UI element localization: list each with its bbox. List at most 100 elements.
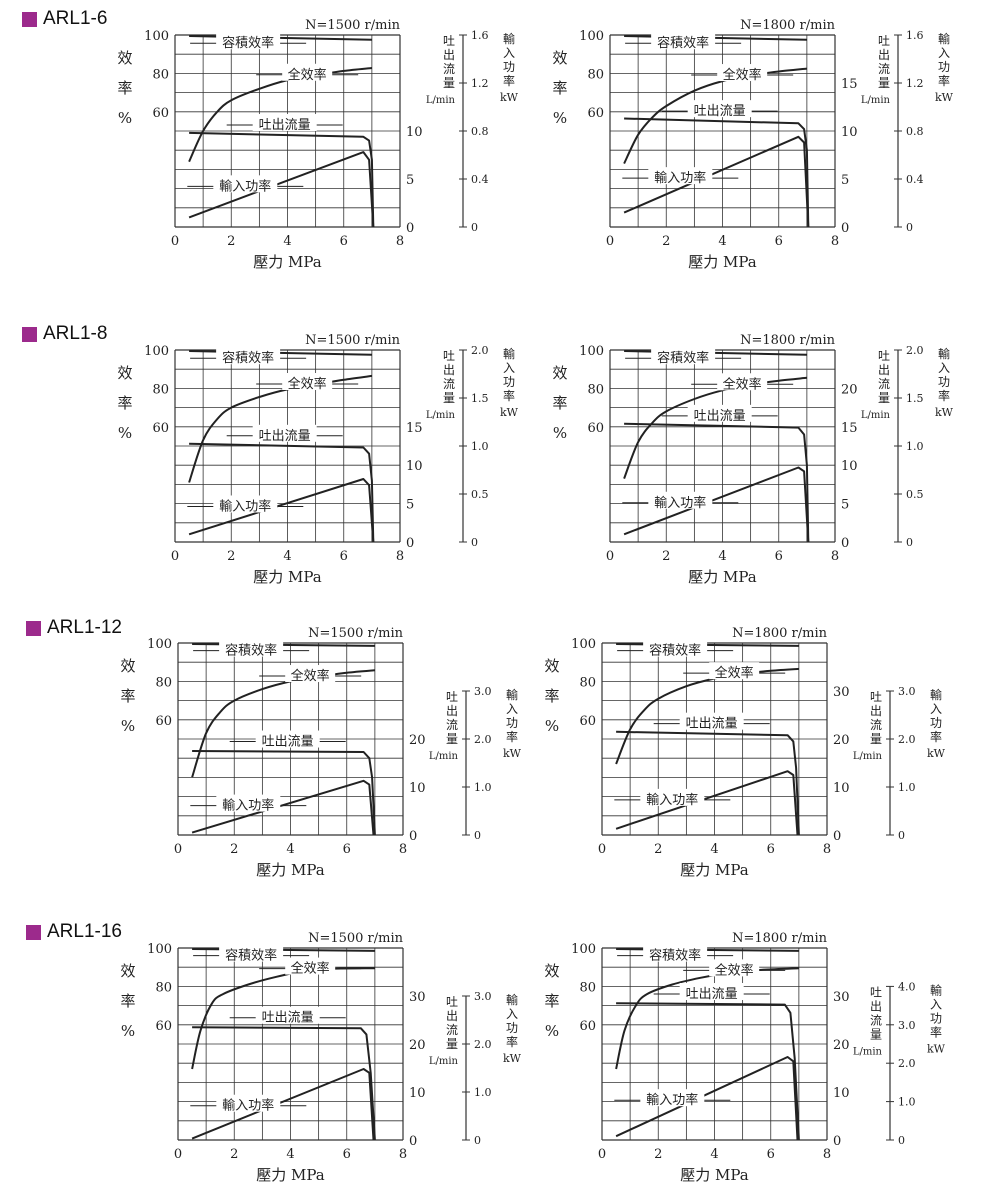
power-tick-label: 0.8 (471, 125, 489, 138)
flow-tick-label: 5 (841, 173, 849, 188)
label-backing (282, 63, 333, 81)
power-tick-label: 1.2 (471, 77, 489, 90)
section-model-label: ARL1-16 (47, 921, 122, 942)
flow-axis-label: 出 (878, 363, 890, 377)
flow-tick-label: 15 (406, 421, 423, 436)
power-axis-label: 輸 (938, 31, 950, 46)
efficiency-tick-label: 60 (155, 1019, 172, 1034)
flow-axis-label: 量 (878, 76, 890, 90)
total-efficiency-curve (191, 669, 375, 778)
label-backing (252, 424, 317, 442)
power-axis-label: 功 (506, 1021, 518, 1035)
flow-axis-label: 出 (878, 48, 890, 62)
x-tick-label: 2 (227, 549, 235, 564)
efficiency-axis-label: % (118, 424, 132, 442)
label-backing (640, 1089, 705, 1107)
power-axis-label: 入 (938, 46, 950, 60)
flow-unit-label: L/min (861, 95, 891, 106)
volumetric-efficiency-label: 容積效率 (222, 350, 274, 366)
flow-axis-label: 出 (446, 1009, 458, 1023)
x-tick-label: 6 (775, 549, 783, 564)
chart-title: N=1800 r/min (740, 18, 836, 33)
x-axis-label: 壓力 MPa (680, 861, 749, 879)
discharge-flow-label: 吐出流量 (694, 104, 746, 119)
label-backing (679, 983, 744, 1001)
section-marker-icon (26, 620, 41, 636)
x-tick-label: 2 (230, 1147, 238, 1162)
power-axis-label: 功 (938, 60, 950, 74)
x-tick-label: 8 (396, 549, 404, 564)
total-efficiency-label: 全效率 (291, 668, 330, 684)
label-backing (285, 957, 336, 975)
total-efficiency-label: 全效率 (715, 665, 754, 681)
efficiency-tick-label: 100 (144, 344, 169, 359)
power-unit-label: kW (927, 1042, 946, 1055)
power-tick-label: 1.5 (471, 392, 489, 405)
label-backing (709, 959, 760, 977)
efficiency-tick-label: 80 (579, 675, 596, 690)
power-axis-label: 功 (503, 60, 515, 74)
chart-arl1-8-1800: N=1800 r/min 0 2 4 6 8 壓力 MPa 60 80 100 效率% 0 5 10 15 2… (552, 333, 953, 586)
flow-tick-label: 0 (841, 536, 849, 551)
flow-tick-label: 20 (409, 1038, 426, 1053)
volumetric-efficiency-label: 容積效率 (649, 643, 701, 659)
efficiency-axis-label: % (118, 109, 132, 127)
efficiency-tick-label: 80 (155, 675, 172, 690)
efficiency-axis-label: % (553, 424, 567, 442)
x-axis-label: 壓力 MPa (688, 253, 757, 271)
power-tick-label: 3.0 (898, 685, 916, 698)
label-backing (640, 788, 705, 806)
power-axis-label: 率 (930, 729, 942, 744)
discharge-flow-curve (192, 750, 376, 836)
flow-axis-label: 量 (443, 391, 455, 405)
x-tick-label: 4 (286, 1147, 294, 1162)
power-tick-label: 2.0 (898, 733, 916, 746)
flow-unit-label: L/min (426, 410, 456, 421)
discharge-flow-curve (616, 730, 800, 836)
power-tick-label: 3.0 (474, 685, 492, 698)
label-backing (648, 491, 713, 509)
label-backing (643, 639, 708, 657)
chart-arl1-12-1500: N=1500 r/min 0 2 4 6 8 壓力 MPa 60 80 100 效率% 0 10 20 0 1… (120, 626, 521, 879)
power-unit-label: kW (927, 747, 946, 760)
x-axis-label: 壓力 MPa (253, 568, 322, 586)
power-axis-label: 輸 (503, 31, 515, 46)
chart-arl1-6-1800: N=1800 r/min 0 2 4 6 8 壓力 MPa 60 80 100 效率% 0 5 10 15 0… (552, 18, 954, 271)
power-tick-label: 0.5 (906, 488, 924, 501)
efficiency-axis-label: 效 (552, 49, 567, 67)
efficiency-tick-label: 100 (571, 637, 596, 652)
x-tick-label: 0 (598, 842, 606, 857)
flow-tick-label: 5 (406, 173, 414, 188)
power-tick-label: 2.0 (471, 344, 489, 357)
chart-title: N=1500 r/min (308, 931, 404, 946)
efficiency-axis-label: % (553, 109, 567, 127)
efficiency-tick-label: 60 (152, 106, 169, 121)
section-title-arl1-12: ARL1-12 (26, 617, 122, 639)
x-tick-label: 0 (606, 234, 614, 249)
section-model-label: ARL1-6 (43, 8, 108, 29)
label-backing (687, 404, 752, 422)
x-axis-label: 壓力 MPa (256, 861, 325, 879)
label-backing (213, 495, 278, 513)
x-axis-label: 壓力 MPa (680, 1166, 749, 1184)
x-tick-label: 6 (343, 842, 351, 857)
power-unit-label: kW (935, 91, 954, 104)
label-backing (213, 175, 278, 193)
label-backing (285, 665, 336, 683)
x-tick-label: 8 (399, 1147, 407, 1162)
input-power-label: 輸入功率 (219, 498, 271, 514)
power-tick-label: 0 (474, 1134, 481, 1147)
flow-unit-label: L/min (861, 410, 891, 421)
power-tick-label: 1.0 (906, 440, 924, 453)
power-axis-label: 輸 (503, 346, 515, 361)
flow-axis-label: 吐 (878, 349, 890, 363)
power-axis-label: 入 (503, 361, 515, 375)
label-backing (651, 347, 716, 365)
volumetric-efficiency-label: 容積效率 (225, 948, 277, 964)
label-backing (643, 944, 708, 962)
x-tick-label: 8 (396, 234, 404, 249)
flow-tick-label: 10 (409, 1086, 426, 1101)
efficiency-axis-label: 率 (120, 687, 135, 705)
efficiency-tick-label: 80 (155, 980, 172, 995)
